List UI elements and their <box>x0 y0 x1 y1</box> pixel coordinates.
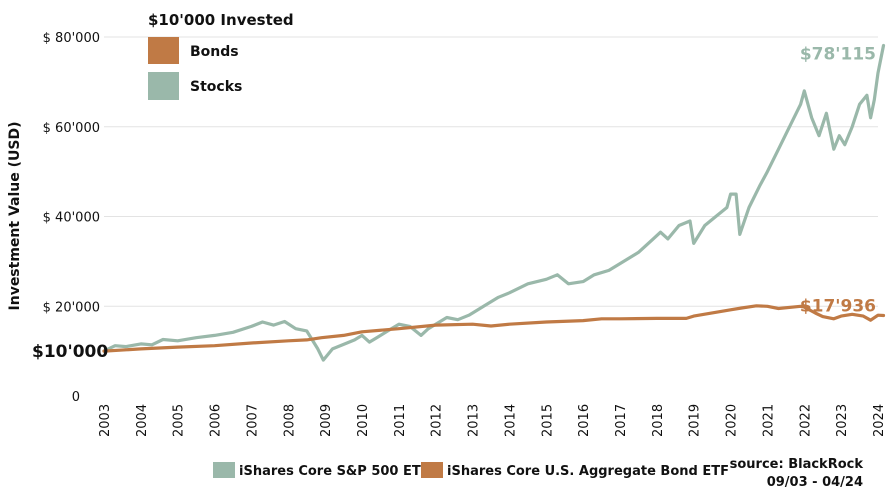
x-tick-label: 2008 <box>282 404 297 437</box>
legend-bottom-label-sp500: iShares Core S&P 500 ETF <box>239 464 430 479</box>
legend-top: $10'000 Invested Bonds Stocks <box>148 11 294 100</box>
x-tick-label: 2011 <box>393 404 408 437</box>
x-tick-label: 2004 <box>135 404 150 437</box>
x-tick-label: 2017 <box>614 404 629 437</box>
y-tick-label: $ 20'000 <box>43 300 100 315</box>
legend-label-stocks: Stocks <box>190 79 242 95</box>
x-tick-labels: 2003 2004 2005 2006 2007 2008 2009 2010 2011 2012… <box>98 404 887 437</box>
x-tick-label: 2010 <box>356 404 371 437</box>
y-tick-labels: 0 $ 20'000 $ 40'000 $ 60'000 $ 80'000 <box>43 31 100 405</box>
start-value-label: $10'000 <box>32 342 108 362</box>
x-tick-label: 2018 <box>651 404 666 437</box>
x-tick-label: 2016 <box>577 404 592 437</box>
y-tick-label: $ 80'000 <box>43 31 100 46</box>
y-tick-label: 0 <box>72 390 80 405</box>
x-tick-label: 2022 <box>798 404 813 437</box>
gridlines <box>104 36 878 307</box>
x-tick-label: 2024 <box>872 404 887 437</box>
series-line-bonds <box>102 304 886 353</box>
y-tick-label: $ 40'000 <box>43 211 100 226</box>
legend-swatch-bonds <box>148 37 179 64</box>
x-tick-label: 2006 <box>209 404 224 437</box>
x-tick-label: 2023 <box>835 404 850 437</box>
x-tick-label: 2005 <box>172 404 187 437</box>
x-tick-label: 2009 <box>319 404 334 437</box>
chart-title: $10'000 Invested <box>148 11 294 29</box>
x-tick-label: 2007 <box>245 404 260 437</box>
end-value-label-bonds: $17'936 <box>800 297 876 317</box>
source-line-1: source: BlackRock <box>730 457 864 472</box>
series-line-stocks <box>102 43 886 362</box>
source-line-2: 09/03 - 04/24 <box>767 475 863 490</box>
legend-label-bonds: Bonds <box>190 44 239 60</box>
legend-swatch-stocks <box>148 72 179 100</box>
x-tick-label: 2021 <box>761 404 776 437</box>
x-tick-label: 2013 <box>467 404 482 437</box>
y-tick-label: $ 60'000 <box>43 121 100 136</box>
x-tick-label: 2003 <box>98 404 113 437</box>
x-tick-label: 2019 <box>688 404 703 437</box>
x-tick-label: 2014 <box>503 404 518 437</box>
x-tick-label: 2012 <box>430 404 445 437</box>
end-value-label-stocks: $78'115 <box>800 45 876 65</box>
y-axis-label: Investment Value (USD) <box>7 122 23 311</box>
x-tick-label: 2020 <box>725 404 740 437</box>
legend-bottom-swatch-agg <box>421 462 443 478</box>
legend-bottom: iShares Core S&P 500 ETF iShares Core U.… <box>213 462 729 479</box>
legend-bottom-swatch-sp500 <box>213 462 235 478</box>
series-lines <box>102 43 886 362</box>
legend-bottom-label-agg: iShares Core U.S. Aggregate Bond ETF <box>447 464 729 479</box>
x-tick-label: 2015 <box>540 404 555 437</box>
